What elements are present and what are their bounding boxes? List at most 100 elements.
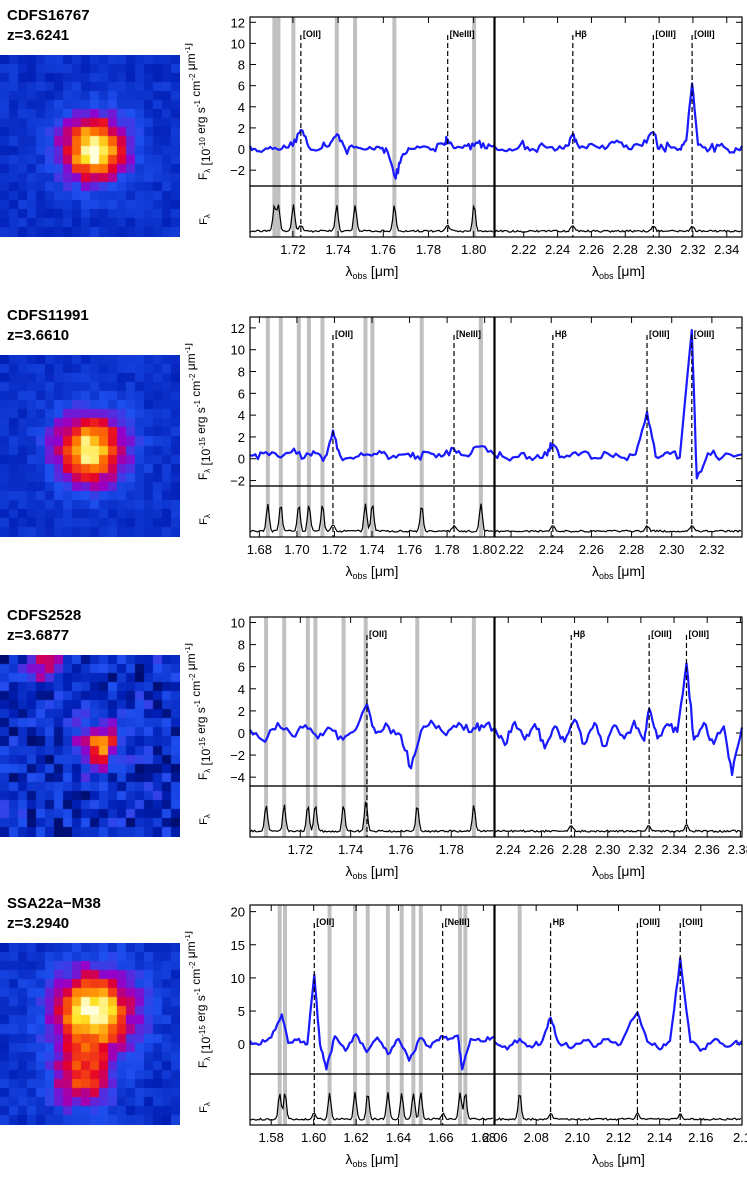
- sky-spectrum-line: [249, 801, 494, 833]
- object-redshift: z=3.6241: [7, 27, 70, 44]
- x-tick-label: 1.60: [301, 1130, 326, 1145]
- x-tick-label: 1.74: [325, 242, 350, 257]
- sky-panel-label: Fλ: [198, 214, 212, 225]
- y-tick-label: 6: [238, 660, 245, 675]
- x-tick-label: 2.06: [482, 1130, 507, 1145]
- x-axis-label: λobs [μm]: [592, 563, 645, 581]
- emission-line-label: Hβ: [555, 329, 567, 339]
- y-axis-label: Fλ [10-15 erg s-1 cm-2 μm-1]: [185, 931, 213, 1068]
- x-tick-label: 1.80: [472, 542, 497, 557]
- sky-spectrum-line: [249, 503, 494, 533]
- x-tick-label: 1.58: [259, 1130, 284, 1145]
- x-tick-label: 2.34: [661, 842, 686, 857]
- x-tick-label: 1.72: [288, 842, 313, 857]
- x-tick-label: 2.24: [496, 842, 521, 857]
- y-tick-label: 10: [231, 616, 245, 631]
- sky-panel-label: Fλ: [198, 514, 212, 525]
- y-tick-label: 12: [231, 321, 245, 336]
- panel-3: CDFS2528 z=3.6877 Fλ [10-15 erg s-1 cm-2…: [0, 600, 747, 890]
- sky-band: [291, 17, 296, 237]
- sky-band: [265, 317, 270, 537]
- object-name: CDFS2528: [7, 607, 82, 624]
- sky-band: [341, 617, 346, 837]
- sky-band: [419, 317, 424, 537]
- sky-band: [399, 905, 404, 1125]
- emission-line-label: [OII]: [303, 29, 321, 39]
- spectrum-plot: Fλ [10-15 erg s-1 cm-2 μm-1] Fλ −2 0 2 4 6 8 10 1…: [185, 316, 743, 581]
- x-tick-label: 2.32: [680, 242, 705, 257]
- x-tick-label: 2.32: [628, 842, 653, 857]
- emission-line-label: Hβ: [573, 629, 585, 639]
- emission-line-label: [OIII]: [655, 29, 676, 39]
- panel-2: CDFS11991 z=3.6610 Fλ [10-15 erg s-1 cm-…: [0, 300, 747, 590]
- x-tick-label: 2.12: [606, 1130, 631, 1145]
- x-tick-label: 1.78: [416, 242, 441, 257]
- object-redshift: z=3.2940: [7, 915, 70, 932]
- x-tick-label: 1.74: [359, 542, 384, 557]
- object-name: CDFS11991: [7, 307, 89, 324]
- y-axis-label: Fλ [10-15 erg s-1 cm-2 μm-1]: [185, 643, 213, 780]
- sky-band: [282, 617, 287, 837]
- spectrum-line: [494, 82, 743, 154]
- sky-band: [463, 905, 468, 1125]
- x-tick-label: 2.26: [579, 542, 604, 557]
- y-tick-label: 20: [231, 905, 245, 920]
- x-tick-label: 2.22: [498, 542, 523, 557]
- x-tick-label: 2.24: [539, 542, 564, 557]
- sky-band: [320, 317, 325, 537]
- panel-4: SSA22a−M38 z=3.2940 Fλ [10-15 erg s-1 cm…: [0, 888, 747, 1178]
- y-tick-label: 6: [238, 386, 245, 401]
- sky-panel-label: Fλ: [198, 814, 212, 825]
- sky-band: [472, 17, 477, 237]
- spectrum-line: [249, 703, 495, 770]
- emission-line-label: [OII]: [369, 629, 387, 639]
- y-tick-label: 2: [238, 704, 245, 719]
- y-tick-label: 0: [238, 452, 245, 467]
- y-tick-label: 8: [238, 365, 245, 380]
- x-tick-label: 1.62: [343, 1130, 368, 1145]
- sky-band: [517, 905, 522, 1125]
- y-tick-label: 0: [238, 726, 245, 741]
- x-tick-label: 1.80: [461, 242, 486, 257]
- object-thumbnail-image: [0, 355, 180, 537]
- x-tick-label: 2.10: [565, 1130, 590, 1145]
- y-tick-label: 0: [238, 142, 245, 157]
- sky-band: [411, 905, 416, 1125]
- sky-frame: [249, 785, 495, 838]
- spectrum-line: [494, 329, 743, 480]
- object-thumbnail-image: [0, 55, 180, 237]
- plot-frame: [249, 616, 495, 787]
- sky-frame: [494, 485, 743, 538]
- x-tick-label: 1.78: [434, 542, 459, 557]
- x-tick-label: 1.70: [284, 542, 309, 557]
- sky-band: [363, 317, 368, 537]
- y-axis-label: Fλ [10-15 erg s-1 cm-2 μm-1]: [185, 343, 213, 480]
- sky-panel-label: Fλ: [198, 1102, 212, 1113]
- sky-band: [276, 17, 281, 237]
- emission-line-label: [OIII]: [649, 329, 670, 339]
- spectrum-plot: Fλ [10-15 erg s-1 cm-2 μm-1] Fλ 0 5 10 15 20 [O…: [185, 904, 747, 1169]
- x-tick-label: 2.30: [646, 242, 671, 257]
- y-tick-label: −2: [230, 163, 245, 178]
- sky-band: [327, 905, 332, 1125]
- y-tick-label: 10: [231, 971, 245, 986]
- sky-band: [334, 17, 339, 237]
- sky-band: [283, 905, 288, 1125]
- emission-line-label: [OII]: [316, 917, 334, 927]
- x-tick-label: 2.38: [728, 842, 747, 857]
- x-tick-label: 2.28: [619, 542, 644, 557]
- y-tick-label: −2: [230, 474, 245, 489]
- object-name: CDFS16767: [7, 7, 90, 24]
- x-tick-label: 2.32: [699, 542, 724, 557]
- y-tick-label: 10: [231, 343, 245, 358]
- emission-line-label: [OIII]: [694, 29, 715, 39]
- sky-band: [363, 617, 368, 837]
- y-tick-label: −2: [230, 748, 245, 763]
- sky-spectrum-line: [494, 524, 742, 533]
- y-tick-label: 5: [238, 1004, 245, 1019]
- x-tick-label: 2.22: [511, 242, 536, 257]
- x-tick-label: 2.16: [688, 1130, 713, 1145]
- x-tick-label: 2.26: [529, 842, 554, 857]
- emission-line-label: [OIII]: [651, 629, 672, 639]
- spectrum-line: [249, 973, 495, 1071]
